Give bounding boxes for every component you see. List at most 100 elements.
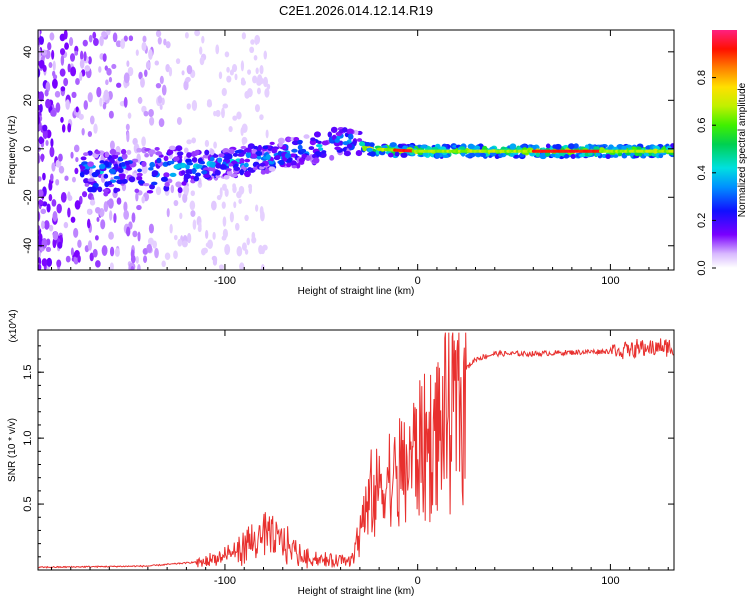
spectrogram-band-cell — [233, 166, 241, 171]
spectrogram-noise-cell — [60, 54, 65, 66]
spectrogram-band-cell — [381, 145, 388, 149]
spectrogram-band-cell — [269, 141, 275, 146]
spectrogram-band-cell — [99, 160, 105, 164]
spectrogram-noise-cell — [77, 255, 81, 263]
spectrogram-noise-cell — [201, 248, 207, 256]
spectrogram-noise-cell — [164, 252, 171, 261]
spectrogram-noise-cell — [38, 115, 41, 125]
spectrogram-band-cell — [126, 149, 132, 155]
spectrogram-noise-cell — [123, 72, 130, 84]
spectrogram-noise-cell — [137, 97, 143, 104]
spectrogram-noise-cell — [41, 258, 48, 267]
spectrogram-noise-cell — [65, 99, 71, 110]
spectrogram-noise-cell — [50, 138, 54, 148]
spectrogram-band-cell — [224, 155, 229, 161]
spectrogram-noise-cell — [75, 78, 80, 85]
spectrogram-noise-cell — [132, 230, 138, 238]
spectrogram-noise-cell — [111, 63, 117, 70]
spectrogram-noise-cell — [68, 37, 74, 47]
colorbar-tick-label: 0.0 — [696, 260, 708, 275]
spectrogram-noise-cell — [75, 156, 79, 163]
spectrogram-band-cell — [87, 178, 95, 183]
spectrogram-noise-cell — [231, 64, 238, 73]
spectrogram-noise-cell — [226, 75, 232, 83]
spectrogram-noise-cell — [191, 99, 198, 111]
spectrogram-band-cell — [151, 181, 158, 186]
spectrogram-band-cell — [355, 149, 363, 157]
spectrogram-band-cell — [134, 188, 140, 193]
spectrogram-noise-cell — [47, 42, 52, 51]
spectrogram-band-cell — [203, 174, 211, 178]
spectrogram-band-cell — [397, 143, 403, 148]
spectrogram-band-cell — [321, 140, 329, 146]
spectrogram-band-cell — [289, 153, 297, 158]
spectrogram-noise-cell — [238, 198, 242, 204]
spectrogram-band-cell — [209, 161, 216, 168]
spectrogram-noise-cell — [59, 68, 66, 77]
spectrogram-noise-cell — [183, 147, 189, 154]
spectrogram-noise-cell — [138, 71, 143, 80]
spectrogram-noise-cell — [38, 36, 44, 45]
spectrogram-noise-cell — [55, 178, 60, 186]
spectrogram-noise-cell — [263, 50, 268, 60]
spectrogram-band-cell — [136, 172, 143, 177]
spectrogram-noise-cell — [39, 137, 45, 144]
spectrogram-noise-cell — [50, 109, 57, 117]
spectrogram-band-cell — [103, 191, 109, 197]
spectrogram-noise-cell — [41, 238, 48, 249]
spectrogram-noise-cell — [38, 224, 41, 231]
spectrogram-noise-cell — [82, 39, 88, 47]
spectrogram-noise-cell — [108, 76, 113, 83]
spectrogram-noise-cell — [218, 71, 223, 80]
spectrogram-band-cell — [301, 153, 307, 159]
spectrogram-noise-cell — [126, 60, 130, 67]
spectrogram-noise-cell — [51, 162, 56, 172]
spectrogram-noise-cell — [92, 248, 98, 258]
spectrogram-noise-cell — [210, 200, 217, 211]
spectrogram-noise-cell — [123, 96, 128, 108]
spectrogram-band-cell — [244, 158, 251, 163]
spectrogram-noise-cell — [70, 247, 74, 257]
spectrogram-noise-cell — [49, 32, 55, 41]
spectrogram-noise-cell — [89, 252, 94, 262]
spectrogram-noise-cell — [222, 216, 227, 227]
spectrogram-noise-cell — [87, 218, 91, 229]
spectrogram-noise-cell — [108, 110, 114, 119]
spectrogram-band-cell — [334, 146, 342, 151]
spectrogram-noise-cell — [120, 38, 126, 49]
spectrogram-noise-cell — [70, 151, 74, 159]
spectrogram-ylabel: Frequency (Hz) — [7, 116, 18, 185]
spectrogram-band-cell — [612, 154, 619, 158]
spectrogram-noise-cell — [38, 211, 41, 222]
spectrogram-band-cell — [308, 146, 315, 151]
spectrogram-band-cell — [104, 181, 110, 188]
spectrogram-band-cell — [164, 182, 170, 187]
spectrogram-noise-cell — [108, 231, 114, 240]
spectrogram-band-cell — [109, 148, 117, 156]
spectrogram-noise-cell — [173, 199, 179, 207]
spectrogram-noise-cell — [95, 260, 101, 268]
spectrogram-noise-cell — [246, 88, 253, 98]
spectrogram-xtick-label: 0 — [415, 275, 421, 287]
spectrogram-noise-cell — [213, 256, 218, 263]
spectrogram-noise-cell — [52, 211, 58, 222]
spectrogram-band-cell — [467, 143, 475, 150]
spectrogram-band-cell — [144, 152, 150, 158]
spectrogram-noise-cell — [106, 68, 112, 76]
spectrogram-noise-cell — [250, 39, 255, 45]
spectrogram-noise-cell — [224, 188, 229, 197]
spectrogram-noise-cell — [79, 59, 85, 69]
spectrogram-noise-cell — [201, 35, 205, 44]
spectrogram-band-cell — [185, 164, 190, 170]
spectrogram-noise-cell — [240, 79, 246, 86]
spectrogram-noise-cell — [100, 219, 106, 230]
spectrogram-noise-cell — [112, 32, 118, 43]
spectrogram-band-cell — [343, 150, 352, 157]
spectrogram-ridge-cell — [670, 149, 674, 153]
colorbar-tick-label: 0.2 — [696, 213, 708, 228]
spectrogram-noise-cell — [116, 82, 122, 88]
spectrogram-band-cell — [201, 170, 208, 175]
spectrogram-noise-cell — [87, 131, 93, 138]
spectrogram-noise-cell — [233, 201, 237, 209]
spectrogram-noise-cell — [39, 103, 43, 113]
